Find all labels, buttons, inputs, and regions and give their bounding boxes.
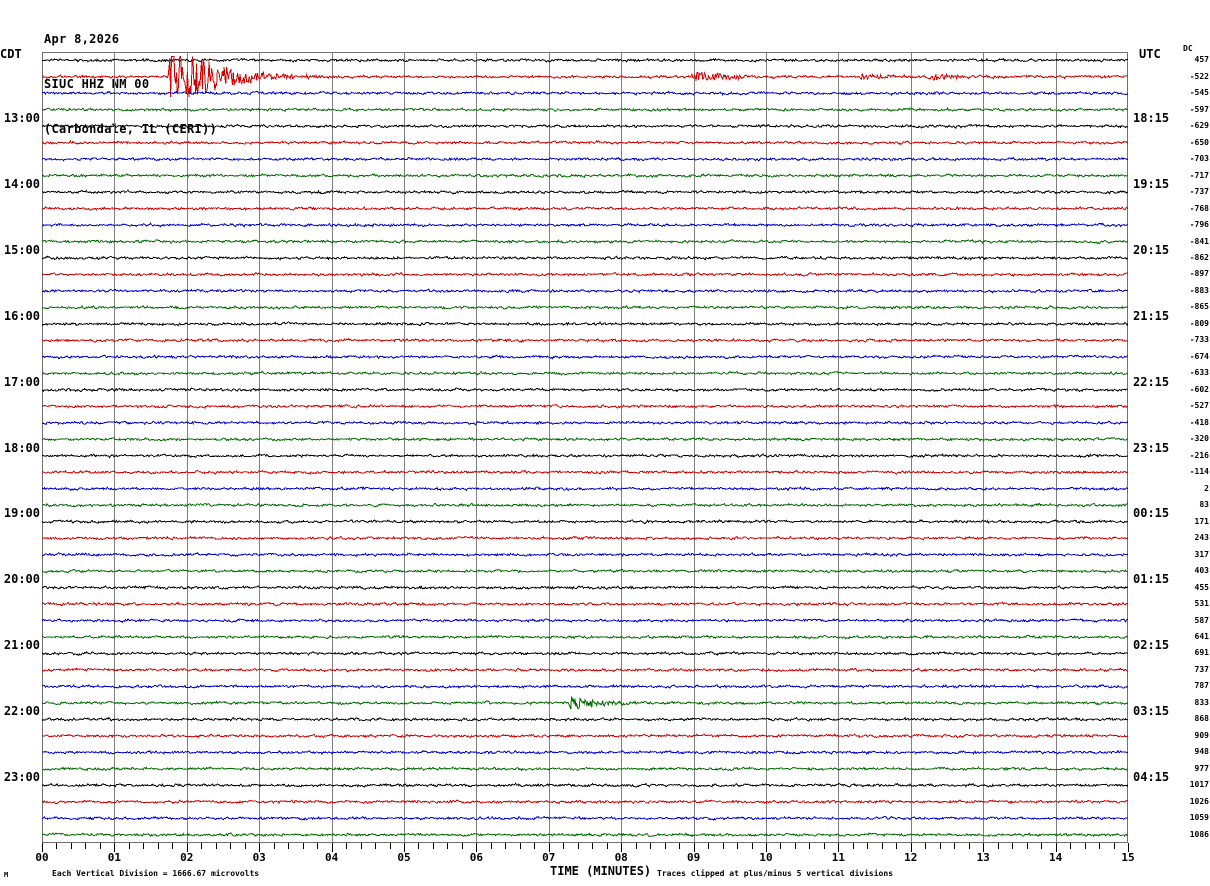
chart-header: Apr 8,2026 SIUC HHZ NM 00 (Carbondale, I… <box>44 2 217 152</box>
left-time-label: 13:00 <box>3 110 40 125</box>
dc-value: -114 <box>1189 467 1209 477</box>
dc-value: -527 <box>1189 401 1209 411</box>
dc-value: 1017 <box>1189 780 1209 790</box>
left-timezone-label: CDT <box>0 47 22 61</box>
right-time-label: 23:15 <box>1133 440 1170 455</box>
left-time-label: 17:00 <box>3 374 40 389</box>
dc-value: -862 <box>1189 252 1209 262</box>
x-tick-label: 05 <box>397 851 411 864</box>
dc-value: 1059 <box>1189 813 1209 823</box>
right-time-label: 02:15 <box>1133 638 1170 653</box>
header-station: SIUC HHZ NM 00 <box>44 77 150 91</box>
dc-value: -633 <box>1189 368 1209 378</box>
x-tick-label: 12 <box>904 851 918 864</box>
dc-value: 1026 <box>1189 796 1209 806</box>
dc-value: 83 <box>1199 500 1209 510</box>
dc-value: -809 <box>1189 318 1209 328</box>
x-tick-label: 03 <box>252 851 266 864</box>
left-time-label: 16:00 <box>3 308 40 323</box>
dc-value: 2 <box>1204 483 1209 493</box>
left-time-label: 18:00 <box>3 440 40 455</box>
dc-value: -796 <box>1189 220 1209 230</box>
right-time-label: 22:15 <box>1133 374 1170 389</box>
x-tick-label: 00 <box>35 851 49 864</box>
dc-column-header: DC <box>1183 44 1193 53</box>
dc-value: 1086 <box>1189 829 1209 839</box>
dc-value: -841 <box>1189 236 1209 246</box>
dc-value: -597 <box>1189 104 1209 114</box>
dc-value: -602 <box>1189 384 1209 394</box>
left-time-label: 20:00 <box>3 572 40 587</box>
dc-value: -545 <box>1189 88 1209 98</box>
x-tick-label: 08 <box>614 851 628 864</box>
dc-value: -717 <box>1189 170 1209 180</box>
dc-value: -522 <box>1189 71 1209 81</box>
dc-value: 403 <box>1194 566 1209 576</box>
dc-value: 243 <box>1194 533 1209 543</box>
left-time-label: 15:00 <box>3 242 40 257</box>
dc-value: 691 <box>1194 648 1209 658</box>
right-timezone-label: UTC <box>1139 47 1161 61</box>
x-tick-label: 02 <box>180 851 194 864</box>
dc-value: 531 <box>1194 599 1209 609</box>
right-time-label: 03:15 <box>1133 704 1170 719</box>
corner-mark: M <box>4 871 9 879</box>
dc-value: -629 <box>1189 121 1209 131</box>
x-tick-label: 13 <box>976 851 990 864</box>
dc-value: 317 <box>1194 549 1209 559</box>
left-time-label: 21:00 <box>3 638 40 653</box>
dc-value: -865 <box>1189 302 1209 312</box>
right-time-label: 20:15 <box>1133 242 1170 257</box>
right-time-label: 18:15 <box>1133 110 1170 125</box>
right-time-label: 19:15 <box>1133 176 1170 191</box>
dc-value: -737 <box>1189 187 1209 197</box>
left-time-label: 19:00 <box>3 506 40 521</box>
dc-value: 457 <box>1194 55 1209 65</box>
x-tick-label: 10 <box>759 851 773 864</box>
dc-value: 455 <box>1194 582 1209 592</box>
dc-value: 787 <box>1194 681 1209 691</box>
x-tick-label: 06 <box>469 851 484 864</box>
header-date: Apr 8,2026 <box>44 32 120 46</box>
dc-value: -768 <box>1189 203 1209 213</box>
left-time-label: 23:00 <box>3 770 40 785</box>
dc-value: -418 <box>1189 417 1209 427</box>
right-time-label: 04:15 <box>1133 770 1170 785</box>
dc-value: -320 <box>1189 434 1209 444</box>
dc-value: 868 <box>1194 714 1209 724</box>
dc-value: 948 <box>1194 747 1209 757</box>
dc-value: 737 <box>1194 664 1209 674</box>
left-time-label: 14:00 <box>3 176 40 191</box>
dc-value: -216 <box>1189 450 1209 460</box>
x-tick-label: 11 <box>831 851 846 864</box>
dc-value: -703 <box>1189 154 1209 164</box>
dc-value: 641 <box>1194 632 1209 641</box>
x-tick-label: 14 <box>1048 851 1063 864</box>
dc-value: 587 <box>1194 615 1209 625</box>
right-time-label: 00:15 <box>1133 506 1170 521</box>
right-time-label: 01:15 <box>1133 572 1170 587</box>
seismogram-plot <box>42 52 1128 843</box>
x-axis-title: TIME (MINUTES) <box>550 864 652 878</box>
x-tick-label: 07 <box>542 851 556 864</box>
x-tick-label: 01 <box>107 851 122 864</box>
dc-value: 977 <box>1194 763 1209 773</box>
dc-value: 909 <box>1194 730 1209 740</box>
dc-value: 833 <box>1194 697 1209 707</box>
left-time-label: 22:00 <box>3 704 40 719</box>
x-tick-label: 04 <box>324 851 339 864</box>
dc-value: -650 <box>1189 137 1209 147</box>
dc-value: 171 <box>1194 516 1209 526</box>
clip-note: Traces clipped at plus/minus 5 vertical … <box>657 869 894 878</box>
x-tick-label: 09 <box>686 851 701 864</box>
x-tick-label: 15 <box>1121 851 1135 864</box>
right-time-label: 21:15 <box>1133 308 1170 323</box>
dc-value: -897 <box>1189 269 1209 279</box>
header-location: (Carbondale, IL (CERI)) <box>44 122 218 136</box>
scale-note: Each Vertical Division = 1666.67 microvo… <box>52 869 260 878</box>
dc-value: -674 <box>1189 351 1209 361</box>
dc-value: -733 <box>1189 335 1209 345</box>
dc-value: -883 <box>1189 285 1209 295</box>
